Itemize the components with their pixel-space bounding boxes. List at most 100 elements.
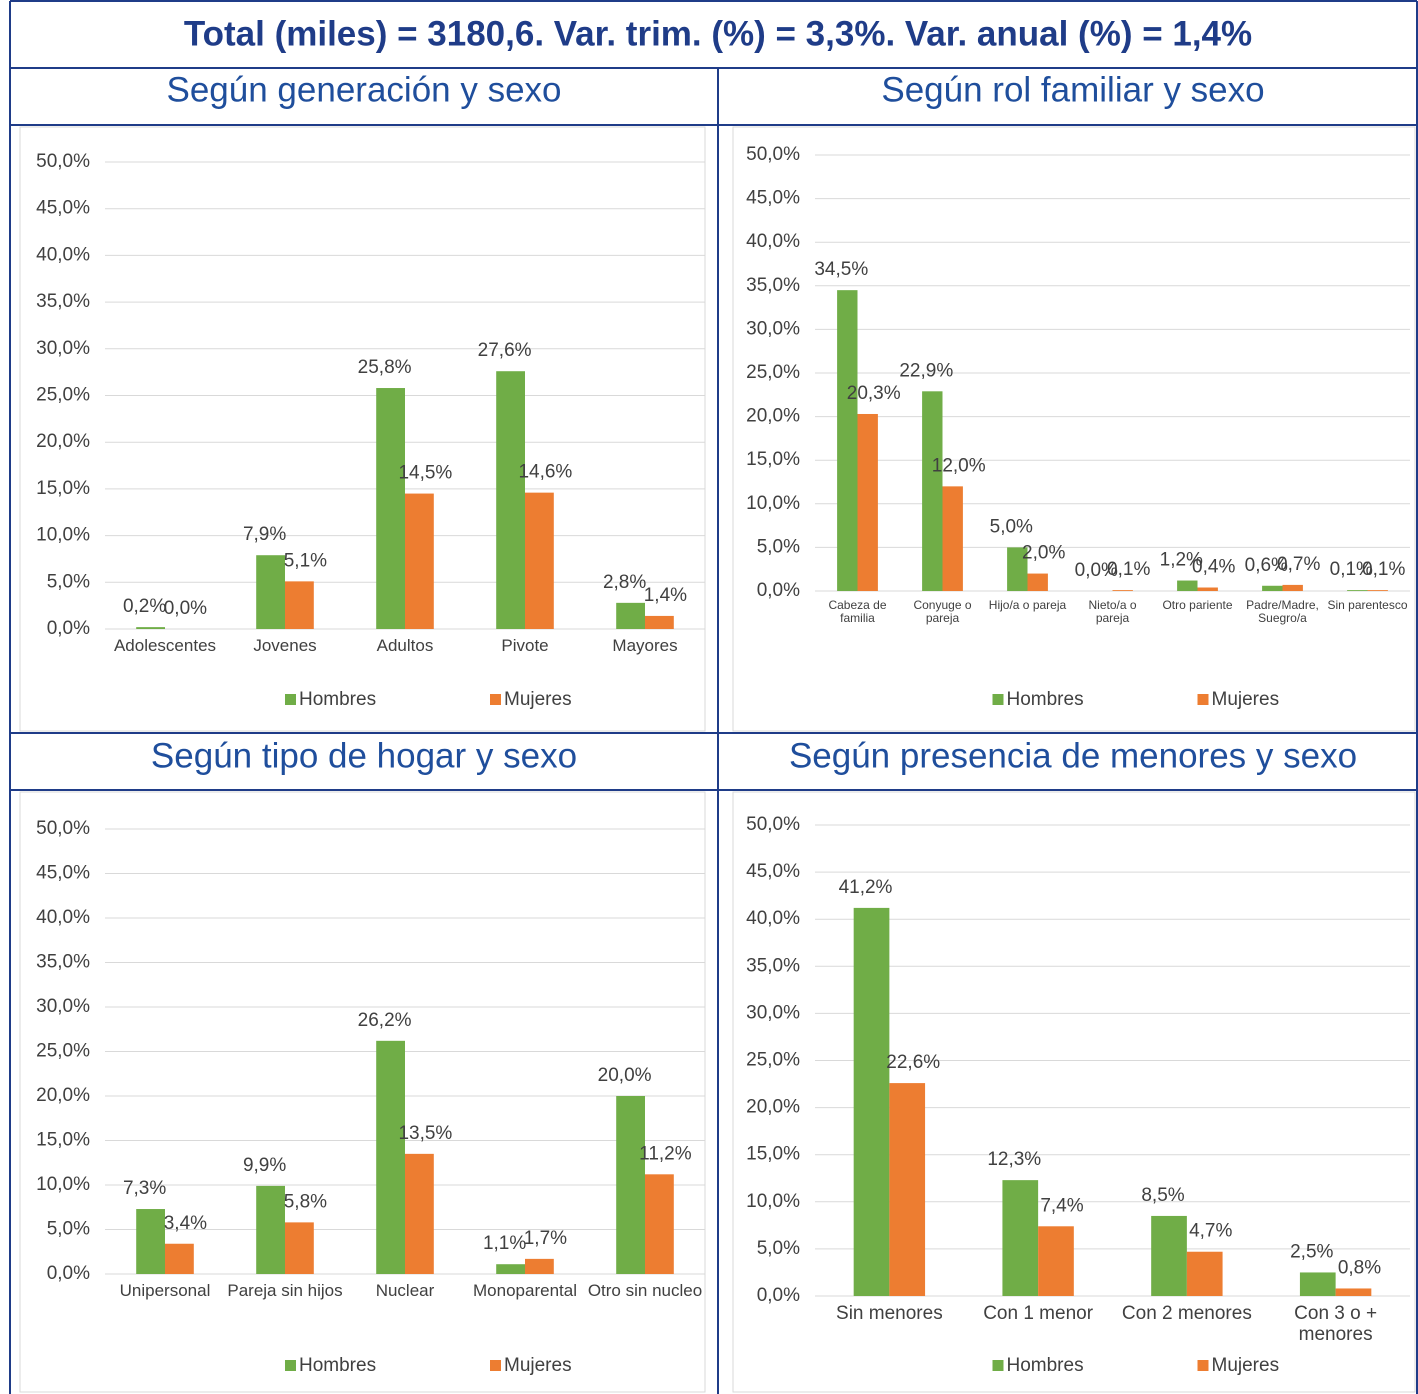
data-label: 1,7% [524, 1228, 567, 1249]
y-tick-label: 0,0% [757, 580, 800, 601]
x-tick-label-box: Nieto/a o pareja [1088, 599, 1136, 625]
legend-label: Mujeres [504, 1355, 572, 1376]
x-tick-label-box: Conyuge o pareja [913, 599, 971, 625]
y-tick-label: 5,0% [47, 1219, 90, 1240]
bar [496, 371, 525, 629]
data-label: 22,6% [886, 1052, 940, 1073]
y-tick-label: 40,0% [36, 907, 90, 928]
data-label: 7,9% [243, 524, 286, 545]
y-tick-label: 35,0% [746, 275, 800, 296]
data-label: 7,4% [1040, 1195, 1083, 1216]
bar [616, 602, 645, 629]
x-tick-label-box: Otro sin nucleo [588, 1282, 702, 1300]
y-tick-label: 40,0% [36, 244, 90, 265]
data-label: 0,1% [1107, 559, 1150, 580]
y-tick-label: 10,0% [746, 493, 800, 514]
bar [1186, 1251, 1223, 1296]
bar [525, 1258, 554, 1274]
bar [376, 388, 405, 629]
y-tick-label: 25,0% [746, 1050, 800, 1071]
legend-swatch [490, 694, 501, 705]
data-label: 12,0% [932, 455, 986, 476]
y-tick-label: 25,0% [36, 1041, 90, 1062]
y-tick-label: 0,0% [757, 1285, 800, 1306]
y-tick-label: 0,0% [47, 618, 90, 639]
x-tick-label: Sin parentesco [1327, 599, 1408, 612]
bar [1197, 587, 1218, 591]
bar [1038, 1226, 1074, 1296]
bar [837, 290, 858, 591]
x-tick-label: Pivote [501, 637, 549, 655]
data-label: 0,7% [1277, 554, 1320, 575]
data-label: 2,0% [1022, 543, 1065, 564]
chart-title: Según generación y sexo [167, 70, 562, 109]
bar [405, 1153, 434, 1274]
y-tick-label: 5,0% [757, 1238, 800, 1259]
bar [1002, 1180, 1039, 1296]
bar [857, 413, 878, 591]
x-tick-label-box: Pivote [501, 637, 549, 655]
y-tick-label: 20,0% [746, 1097, 800, 1118]
y-tick-label: 15,0% [746, 449, 800, 470]
data-label: 41,2% [839, 877, 893, 898]
bar [1299, 1272, 1336, 1296]
bar [1177, 580, 1198, 591]
bar [136, 627, 165, 629]
bar [405, 493, 434, 629]
bar [496, 1264, 525, 1274]
x-tick-label: Nuclear [375, 1282, 435, 1300]
data-label: 2,5% [1290, 1241, 1333, 1262]
x-tick-label: Hijo/a o pareja [988, 599, 1067, 612]
chart-title: Según presencia de menores y sexo [789, 736, 1357, 775]
data-label: 11,2% [639, 1143, 692, 1164]
bar [256, 1185, 285, 1274]
data-label: 0,6% [1245, 555, 1288, 576]
bar [922, 391, 943, 591]
data-label: 20,3% [847, 383, 901, 404]
x-tick-label: Adultos [376, 637, 434, 655]
data-label: 5,1% [284, 550, 327, 571]
chart-panel [19, 791, 706, 1393]
y-tick-label: 20,0% [36, 431, 90, 452]
x-tick-label: Con 2 menores [1121, 1304, 1252, 1324]
chart-panel [732, 791, 1416, 1393]
x-tick-label-box: Monoparental [473, 1282, 577, 1300]
y-tick-label: 5,0% [757, 536, 800, 557]
y-tick-label: 50,0% [746, 144, 800, 165]
data-label: 0,1% [1362, 559, 1405, 580]
chart-title: Según tipo de hogar y sexo [151, 736, 577, 775]
bar [1007, 547, 1028, 591]
y-tick-label: 40,0% [746, 908, 800, 929]
y-tick-label: 0,0% [47, 1263, 90, 1284]
bar [525, 492, 554, 629]
legend-swatch [992, 1360, 1004, 1371]
legend-label: Mujeres [1212, 689, 1280, 710]
data-label: 9,9% [243, 1155, 286, 1176]
data-label: 5,8% [284, 1191, 327, 1212]
frame [9, 0, 1418, 1394]
data-label: 13,5% [398, 1123, 452, 1144]
legend-label: Hombres [299, 689, 376, 710]
x-tick-label: Unipersonal [119, 1282, 211, 1300]
y-tick-label: 25,0% [36, 385, 90, 406]
x-tick-label-box: Con 1 menor [983, 1304, 1093, 1324]
legend-label: Hombres [299, 1355, 376, 1376]
bar [889, 1083, 926, 1296]
x-tick-label: Adolescentes [113, 637, 217, 655]
x-tick-label: Jovenes [253, 637, 317, 655]
legend-label: Mujeres [1212, 1355, 1280, 1376]
y-tick-label: 50,0% [36, 151, 90, 172]
legend-swatch [1197, 694, 1209, 705]
y-tick-label: 50,0% [36, 818, 90, 839]
y-tick-label: 20,0% [36, 1085, 90, 1106]
x-tick-label-box: Con 3 o + menores [1294, 1304, 1377, 1345]
chart-panel [19, 126, 706, 732]
bar [376, 1040, 405, 1274]
y-tick-label: 45,0% [36, 863, 90, 884]
legend-swatch [1197, 1360, 1209, 1371]
bar [853, 907, 890, 1296]
x-tick-label: Monoparental [473, 1282, 577, 1300]
data-label: 14,5% [398, 463, 452, 484]
